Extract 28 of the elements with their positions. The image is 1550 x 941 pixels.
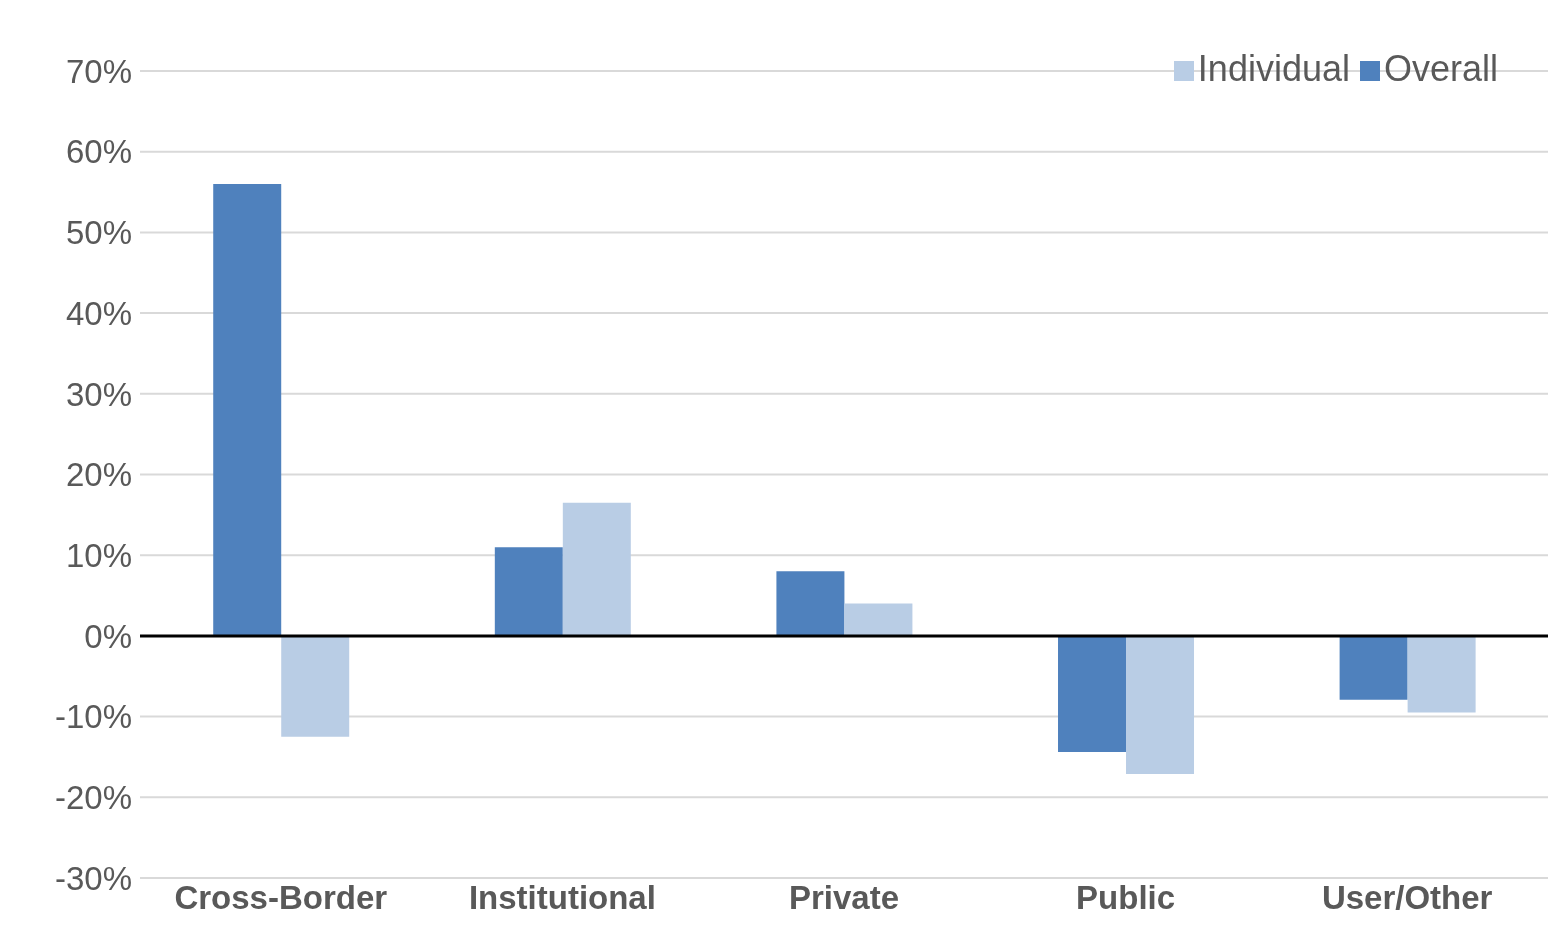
y-tick-label: 70% (65, 52, 132, 90)
bar (281, 635, 350, 737)
y-tick-label: 20% (65, 456, 132, 494)
bar (1407, 635, 1476, 713)
y-tick-label: 10% (65, 536, 132, 574)
legend-label: Individual (1197, 48, 1350, 89)
y-tick-label: 0% (84, 617, 132, 655)
y-tick-label: -10% (54, 698, 132, 736)
bar (562, 502, 631, 636)
x-tick-label: Cross-Border (174, 879, 388, 917)
y-tick-label: 30% (65, 375, 132, 413)
bar (776, 571, 845, 636)
y-tick-label: 40% (65, 294, 132, 332)
y-tick-label: -30% (54, 859, 132, 897)
y-tick-label: -20% (54, 779, 132, 817)
legend-label: Overall (1383, 48, 1498, 89)
bar (494, 547, 563, 636)
bar (1126, 635, 1195, 774)
x-tick-label: User/Other (1321, 879, 1493, 917)
y-tick-label: 50% (65, 214, 132, 252)
bar (1058, 635, 1127, 753)
x-tick-label: Institutional (468, 879, 656, 917)
y-tick-label: 60% (65, 133, 132, 171)
bar (1339, 635, 1408, 700)
bar (844, 603, 913, 636)
x-tick-label: Public (1076, 879, 1176, 917)
bar (213, 183, 282, 636)
x-tick-label: Private (788, 879, 900, 917)
